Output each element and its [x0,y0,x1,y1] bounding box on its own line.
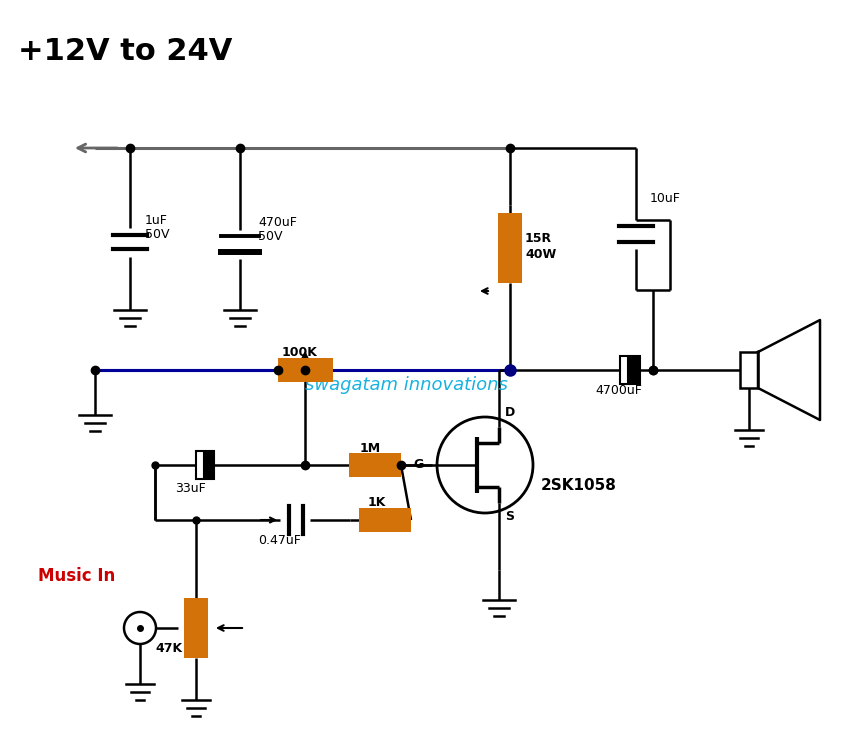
Text: 4700uF: 4700uF [595,383,642,396]
Bar [196,451,204,479]
Text: 47K: 47K [155,642,182,655]
Bar [206,451,214,479]
Text: 2SK1058: 2SK1058 [541,478,616,492]
Text: 33uF: 33uF [175,482,206,494]
Text: D: D [505,407,516,420]
Text: 1uF: 1uF [145,213,168,227]
Text: 470uF: 470uF [258,215,297,228]
Text: Music In: Music In [38,567,115,585]
Bar [359,508,411,532]
Text: 1M: 1M [360,442,381,454]
Text: S: S [505,510,514,523]
Text: 40W: 40W [525,247,556,261]
Bar [277,358,332,382]
Text: 0.47uF: 0.47uF [258,534,301,547]
Bar [740,352,758,388]
Bar [184,598,208,658]
Text: 10uF: 10uF [650,191,681,205]
Text: 15R: 15R [525,231,552,244]
Text: 50V: 50V [145,228,170,240]
Text: G: G [413,458,423,472]
Text: +12V to 24V: +12V to 24V [18,37,232,66]
Polygon shape [758,320,820,420]
Text: 100K: 100K [282,345,318,358]
Bar [498,213,522,283]
Text: 1K: 1K [368,495,387,509]
Text: swagatam innovations: swagatam innovations [305,376,508,394]
Bar [630,356,640,384]
Bar [620,356,628,384]
Bar [349,453,401,477]
Text: 50V: 50V [258,231,282,243]
